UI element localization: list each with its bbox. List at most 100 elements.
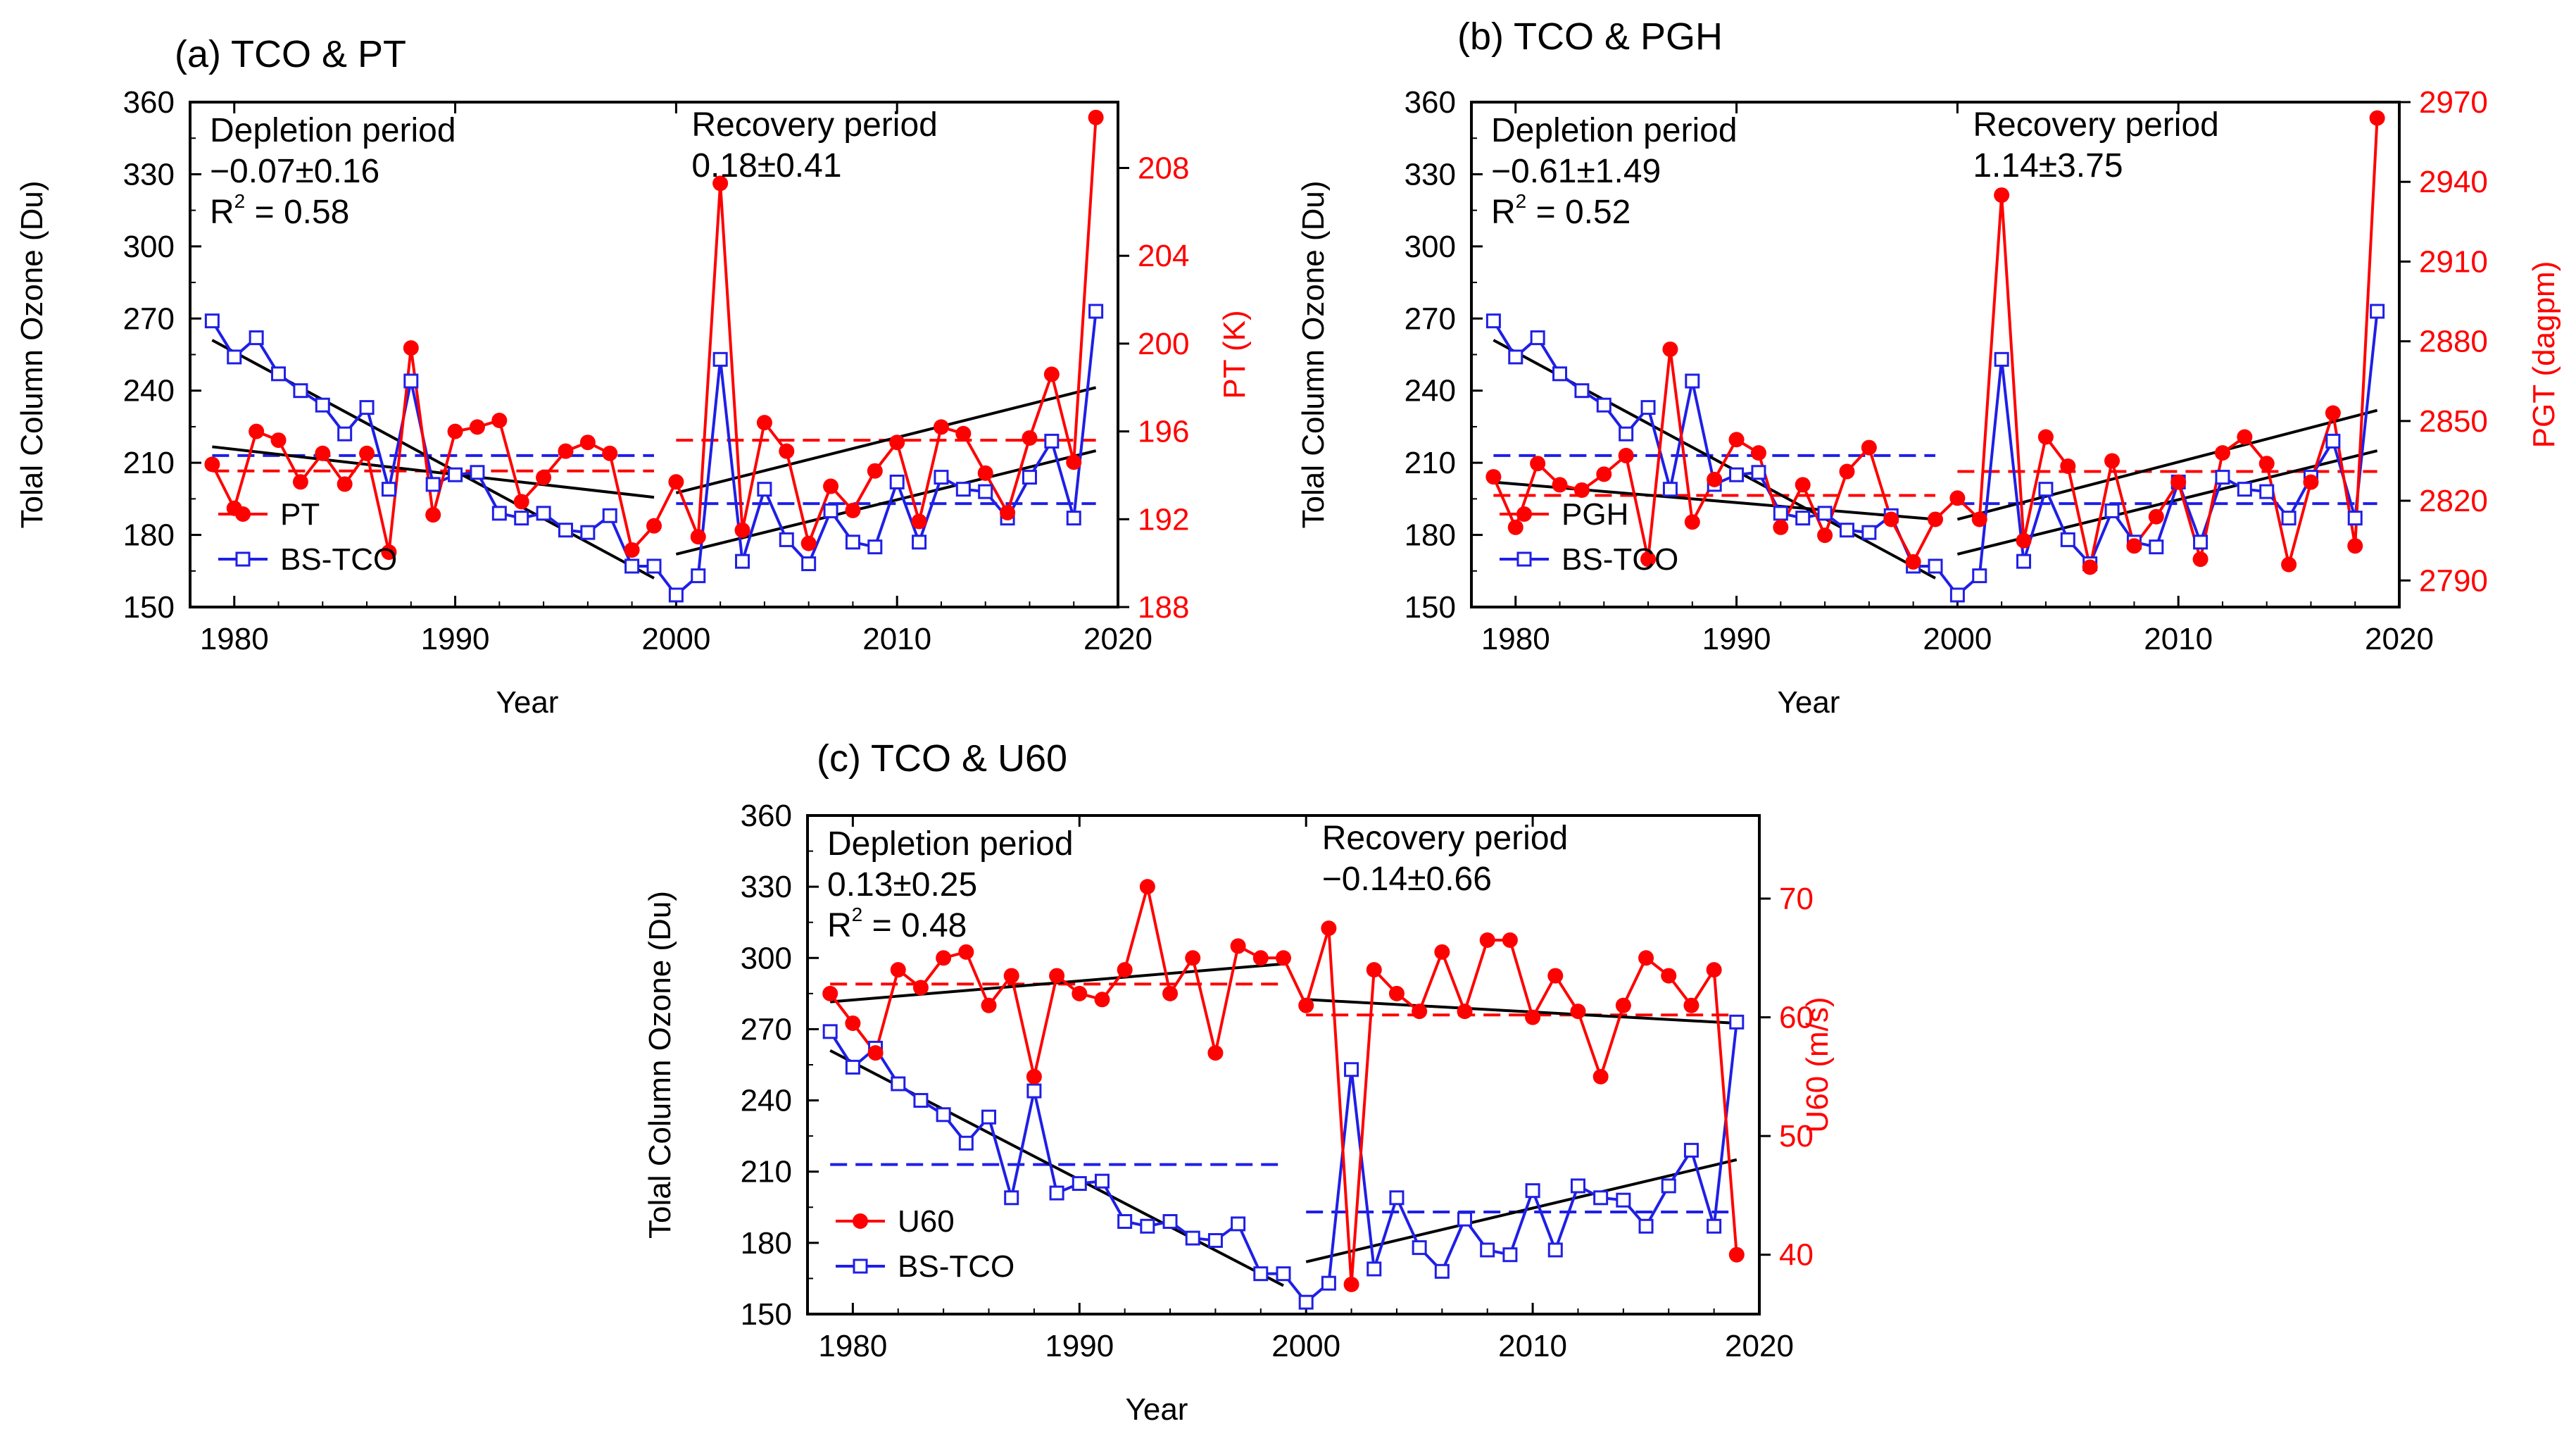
tco-point	[712, 351, 728, 367]
recovery-trend: 0.18±0.41	[691, 147, 841, 185]
tco-point	[2237, 482, 2252, 497]
aux-point	[1618, 447, 1634, 463]
plot-frame	[1470, 101, 2401, 608]
aux-point	[579, 435, 596, 451]
tco-point	[249, 330, 264, 346]
aux-point	[1485, 469, 1502, 485]
tco-point	[2215, 470, 2230, 485]
y-tick-label: 240	[123, 374, 175, 408]
aux-point	[1573, 482, 1590, 498]
r-squared-exponent: 2	[234, 190, 246, 212]
tco-point	[1640, 400, 1656, 415]
tco-point	[470, 465, 485, 480]
recovery-label: Recovery period	[1322, 820, 1568, 857]
y2-tick-label: 40	[1779, 1238, 1814, 1273]
aux-point	[955, 425, 972, 442]
aux-point	[1252, 950, 1269, 966]
chart-title: (c) TCO & U60	[817, 737, 1067, 780]
tco-point	[2370, 304, 2385, 319]
panel-c: (c) TCO & U60 1980 1990 2000 2010 2020 Year 150…	[643, 737, 1835, 1427]
aux-point	[911, 513, 927, 530]
tco-point	[981, 1109, 997, 1125]
aux-point	[2258, 456, 2275, 472]
tco-point	[2325, 433, 2341, 449]
y-axis-label: Tolal Column Ozone (Du)	[643, 891, 677, 1239]
tco-point	[1162, 1214, 1178, 1230]
r-squared-symbol: R	[827, 907, 852, 944]
aux-point	[1022, 430, 1038, 446]
r-squared-exponent: 2	[1516, 190, 1527, 212]
tco-point	[757, 482, 772, 497]
aux-point	[1502, 932, 1518, 948]
aux-point	[1592, 1068, 1609, 1085]
aux-point	[1000, 504, 1016, 520]
aux-point	[249, 423, 265, 439]
tco-point	[1751, 465, 1766, 480]
r-squared-value: = 0.52	[1526, 194, 1631, 231]
aux-point	[1003, 968, 1019, 984]
aux-point	[1795, 477, 1811, 493]
y-tick-label: 270	[741, 1012, 792, 1046]
aux-point	[2148, 508, 2164, 525]
aux-point	[1298, 997, 1314, 1013]
tco-point	[1616, 1192, 1631, 1208]
tco-point	[1480, 1242, 1495, 1258]
r-squared-symbol: R	[210, 194, 234, 231]
aux-point	[1661, 968, 1677, 984]
tco-point	[1004, 1190, 1019, 1206]
aux-point	[2347, 538, 2363, 554]
tco-point	[1994, 351, 2009, 367]
legend-tco-marker	[853, 1258, 868, 1274]
tco-point	[912, 535, 927, 550]
aux-point	[602, 445, 618, 461]
legend-aux-label: U60	[898, 1204, 955, 1239]
x-tick-label: 1990	[1702, 622, 1771, 656]
tco-point	[867, 539, 883, 555]
aux-point	[1507, 519, 1523, 535]
aux-point	[2192, 551, 2209, 568]
tco-point	[1434, 1263, 1450, 1279]
tco-point	[1619, 426, 1634, 442]
tco-point	[1530, 330, 1545, 346]
chart-title: (b) TCO & PGH	[1457, 15, 1723, 58]
aux-point	[1043, 366, 1060, 382]
tco-point	[293, 383, 308, 399]
tco-point	[822, 1024, 838, 1039]
aux-point	[1615, 997, 1631, 1013]
x-tick-label: 2000	[1923, 622, 1992, 656]
aux-point	[558, 443, 574, 459]
tco-point	[315, 397, 330, 413]
aux-point	[2325, 405, 2341, 421]
aux-point	[668, 474, 684, 490]
aux-point	[845, 502, 861, 518]
tco-point	[1662, 482, 1678, 497]
aux-point	[1547, 968, 1564, 984]
tco-point	[1117, 1214, 1133, 1230]
tco-point	[845, 1059, 860, 1075]
y-tick-label: 330	[123, 157, 175, 192]
aux-point	[1728, 1246, 1745, 1263]
aux-point	[2214, 445, 2230, 461]
depletion-trend: −0.61±1.49	[1491, 153, 1661, 190]
tco-point	[1972, 568, 1987, 584]
aux-point	[1117, 962, 1133, 978]
aux-point	[403, 340, 419, 356]
tco-point	[1066, 511, 1081, 526]
legend-tco-label: BS-TCO	[1562, 542, 1678, 577]
tco-point	[2259, 484, 2275, 499]
tco-point	[2149, 539, 2164, 555]
legend-aux-marker	[853, 1213, 868, 1229]
aux-point	[800, 535, 817, 551]
tco-point	[845, 535, 860, 550]
aux-point	[1971, 511, 1987, 527]
tco-point	[1729, 1014, 1745, 1030]
aux-point	[1066, 454, 1082, 470]
aux-point	[1321, 920, 1337, 937]
y2-axis-label: PGT (dagpm)	[2527, 261, 2561, 449]
tco-point	[1412, 1240, 1427, 1256]
tco-point	[936, 1107, 951, 1123]
aux-point	[2303, 474, 2319, 490]
aux-point	[1684, 514, 1700, 530]
aux-point	[890, 962, 906, 978]
x-tick-label: 2000	[1271, 1329, 1340, 1363]
